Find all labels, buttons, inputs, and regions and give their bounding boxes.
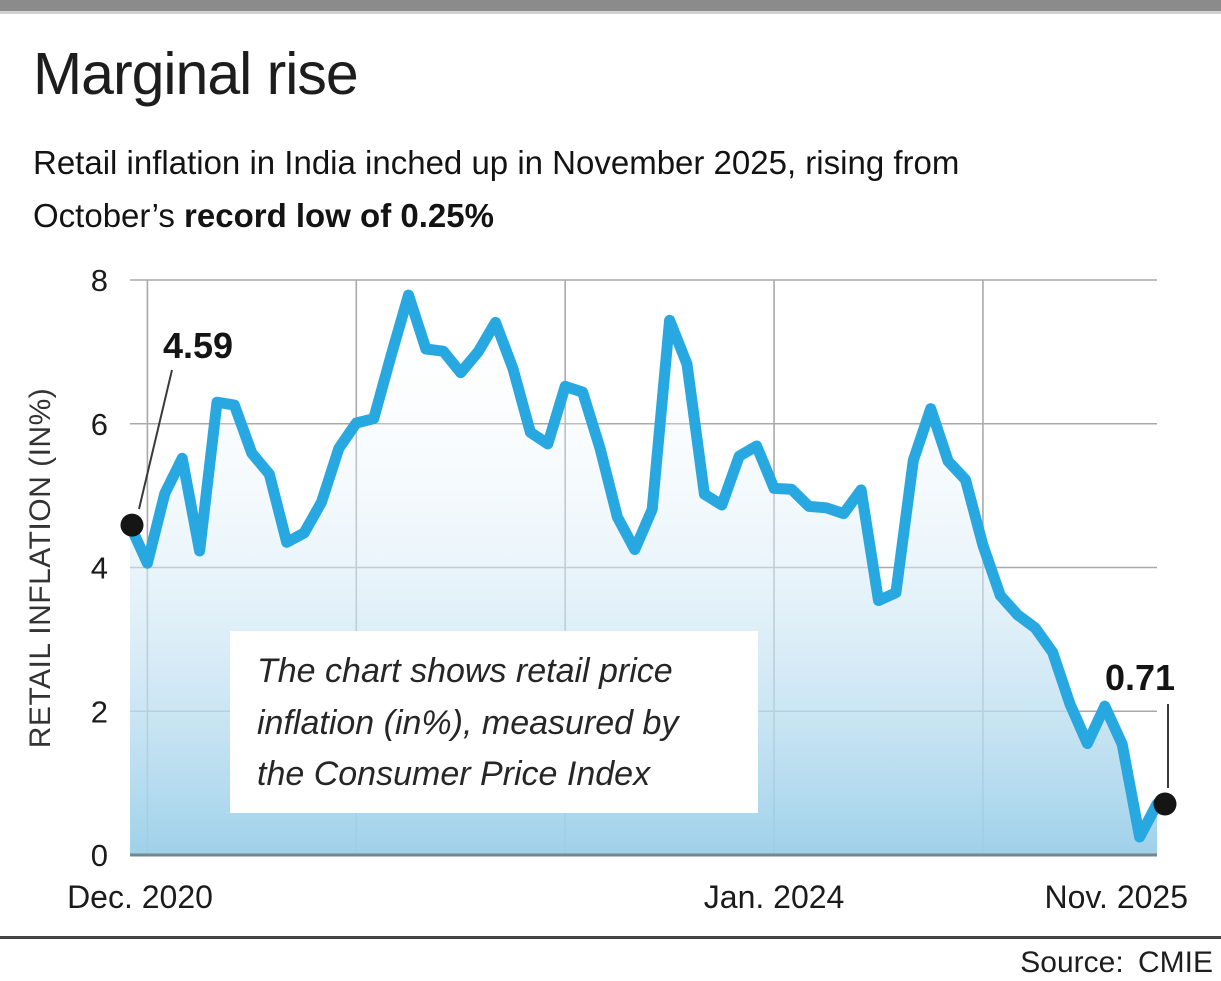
note-line: The chart shows retail price: [257, 652, 673, 690]
annotation-value-label: 4.59: [163, 325, 233, 366]
y-tick-label: 0: [91, 838, 108, 873]
annotation-value-label: 0.71: [1105, 657, 1175, 698]
y-tick-label: 8: [91, 263, 108, 298]
annotation-dot: [120, 513, 144, 537]
inflation-line: [124, 289, 1163, 843]
x-tick-label: Jan. 2024: [704, 879, 845, 915]
source-label: Source: CMIE: [1020, 946, 1213, 979]
footer-divider: [0, 936, 1221, 939]
subtitle-line2: October’s: [33, 197, 185, 235]
annotation-leader-line: [138, 369, 173, 510]
x-tick-label: Nov. 2025: [1045, 879, 1189, 915]
note-line: inflation (in%), measured by: [257, 703, 679, 742]
note-line: the Consumer Price Index: [257, 755, 651, 794]
subtitle: Retail inflation in India inched up in N…: [33, 136, 959, 243]
page-title: Marginal rise: [33, 41, 359, 107]
y-tick-label: 4: [91, 551, 108, 586]
annotation-dot: [1153, 792, 1177, 816]
x-tick-label: Dec. 2020: [67, 879, 213, 915]
y-axis-title: RETAIL INFLATION (IN%): [24, 388, 57, 748]
y-tick-label: 2: [91, 694, 108, 729]
y-tick-label: 6: [91, 407, 108, 442]
subtitle-bold-highlight: record low of 0.25%: [184, 197, 494, 235]
subtitle-line1: Retail inflation in India inched up in N…: [33, 144, 960, 181]
chart-note-box: The chart shows retail price inflation (…: [230, 631, 758, 813]
top-accent-bar: [0, 0, 1221, 14]
